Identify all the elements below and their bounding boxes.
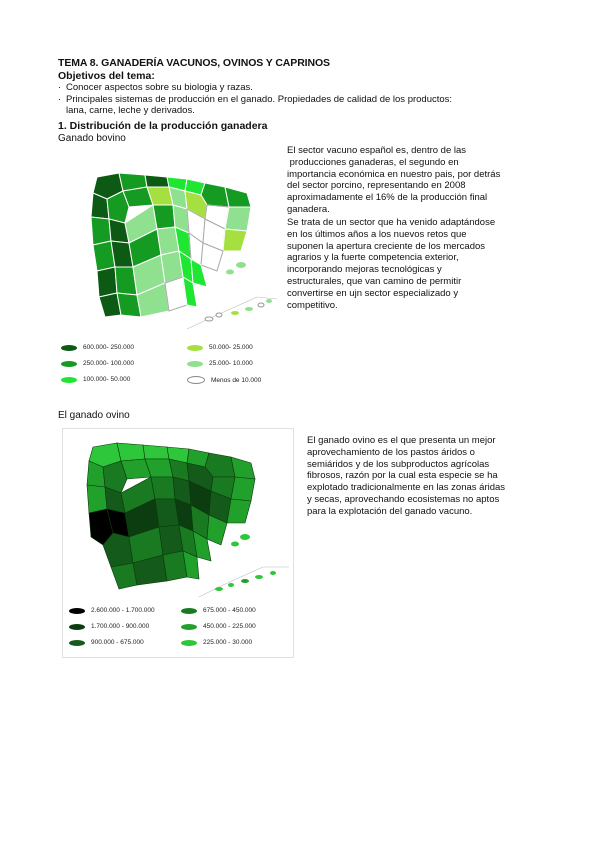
- map-region: [240, 534, 250, 540]
- map-region: [102, 460, 128, 494]
- map-region: [152, 204, 176, 230]
- objectives-list: · Conocer aspectos sobre su biologia y ra…: [58, 82, 558, 117]
- map-region: [245, 307, 253, 311]
- legend-swatch: [187, 344, 203, 351]
- legend-entry: Menos de 10.000: [187, 376, 261, 384]
- legend-entry: 1.700.000 - 900.000: [69, 623, 149, 630]
- bovino-paragraph-1: El sector vacuno español es, dentro de l…: [287, 145, 501, 215]
- legend-swatch: [61, 344, 77, 351]
- map-region: [86, 484, 108, 514]
- map-region: [192, 530, 212, 562]
- map-region: [230, 476, 256, 502]
- legend-entry: 50.000- 25.000: [187, 344, 253, 351]
- map-region: [255, 575, 263, 579]
- legend-swatch: [181, 623, 197, 630]
- map-region: [270, 571, 276, 575]
- legend-entry: 2.600.000 - 1.700.000: [69, 607, 155, 614]
- bullet-icon: ·: [58, 82, 62, 93]
- bovino-label: Ganado bovino: [58, 133, 126, 144]
- map-region: [190, 258, 208, 288]
- map-region: [230, 456, 256, 480]
- map-region: [90, 216, 112, 246]
- map-region: [224, 186, 252, 208]
- map-region: [204, 316, 214, 322]
- legend-swatch: [61, 360, 77, 367]
- legend-entry: 225.000 - 30.000: [181, 639, 252, 646]
- legend-entry: 250.000- 100.000: [61, 360, 134, 367]
- bovino-paragraph-2: Se trata de un sector que ha venido adap…: [287, 217, 496, 311]
- objective-item: · Principales sistemas de producción en e…: [58, 93, 453, 105]
- legend-swatch: [187, 376, 205, 384]
- page-title: TEMA 8. GANADERÍA VACUNOS, OVINOS Y CAPR…: [58, 57, 330, 69]
- map-region: [266, 299, 272, 303]
- map-region: [116, 442, 146, 462]
- legend-swatch: [61, 376, 77, 383]
- bullet-icon: ·: [58, 93, 62, 105]
- legend-entry: 600.000- 250.000: [61, 344, 134, 351]
- legend-swatch: [181, 607, 197, 614]
- map-region: [222, 228, 248, 252]
- ovino-map: [86, 442, 289, 598]
- map-region: [182, 550, 200, 580]
- section-heading: 1. Distribución de la producción ganader…: [58, 120, 268, 132]
- objectives-title: Objetivos del tema:: [58, 70, 155, 82]
- legend-swatch: [69, 639, 85, 646]
- map-region: [215, 312, 223, 318]
- bovino-map-figure: 600.000- 250.000 250.000- 100.000 100.00…: [57, 147, 282, 390]
- map-region: [231, 541, 239, 547]
- map-region: [200, 242, 224, 272]
- map-region: [106, 190, 130, 224]
- map-region: [224, 206, 252, 232]
- objective-item: · Conocer aspectos sobre su biologia y ra…: [58, 82, 253, 93]
- map-region: [206, 514, 228, 546]
- map-region: [142, 444, 170, 460]
- inset-divider: [198, 566, 289, 598]
- objective-item-continued: lana, carne, leche y derivados.: [66, 105, 195, 116]
- ovino-map-figure: 2.600.000 - 1.700.000 1.700.000 - 900.00…: [62, 428, 294, 658]
- map-region: [236, 262, 246, 268]
- map-region: [182, 276, 198, 308]
- legend-entry: 900.000 - 675.000: [69, 639, 144, 646]
- map-region: [228, 583, 234, 587]
- legend-entry: 25.000- 10.000: [187, 360, 253, 367]
- legend-swatch: [187, 360, 203, 367]
- legend-entry: 450.000 - 225.000: [181, 623, 256, 630]
- ovino-label: El ganado ovino: [58, 410, 130, 421]
- legend-swatch: [69, 607, 85, 614]
- map-region: [96, 266, 118, 298]
- legend-entry: 675.000 - 450.000: [181, 607, 256, 614]
- map-region: [144, 174, 170, 188]
- legend-swatch: [69, 623, 85, 630]
- map-region: [231, 311, 239, 315]
- legend-swatch: [181, 639, 197, 646]
- ovino-paragraph: El ganado ovino es el que presenta un me…: [307, 435, 506, 517]
- map-region: [110, 562, 138, 590]
- inset-divider: [186, 296, 278, 330]
- legend-entry: 100.000- 50.000: [61, 376, 130, 383]
- map-region: [241, 579, 249, 583]
- map-region: [215, 587, 223, 591]
- map-region: [257, 302, 265, 308]
- bovino-map: [90, 172, 278, 330]
- map-region: [226, 269, 234, 275]
- map-region: [226, 498, 252, 524]
- map-region: [150, 476, 176, 500]
